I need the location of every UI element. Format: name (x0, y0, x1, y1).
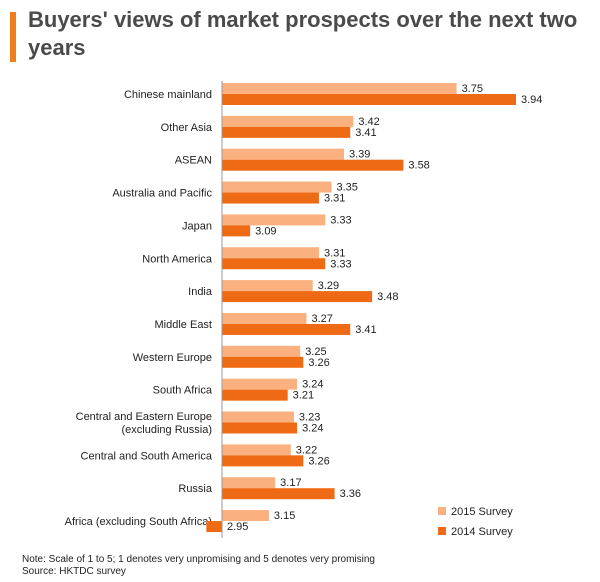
bar-2015 (222, 214, 326, 226)
bar-2014 (222, 291, 373, 303)
title-accent-bar (10, 12, 16, 62)
data-label: 3.24 (302, 423, 323, 435)
chart-title: Buyers' views of market prospects over t… (28, 7, 578, 60)
bar-2014 (222, 389, 288, 401)
bar-2014 (222, 258, 326, 270)
category-label: Africa (excluding South Africa) (65, 516, 212, 528)
data-label: 3.26 (308, 357, 329, 369)
category-label: North America (142, 253, 213, 265)
category-label: Japan (182, 220, 212, 232)
bar-2015 (222, 378, 298, 390)
data-label: 2.95 (227, 521, 248, 533)
bar-2015 (222, 477, 276, 489)
data-label: 3.94 (521, 94, 542, 106)
data-label: 3.21 (293, 390, 314, 402)
data-label: 3.17 (280, 477, 301, 489)
data-label: 3.27 (311, 313, 332, 325)
category-label: Western Europe (133, 352, 212, 364)
bar-2014 (206, 521, 222, 533)
category-label: Middle East (155, 319, 212, 331)
data-label: 3.48 (377, 291, 398, 303)
bar-2015 (222, 510, 269, 522)
bar-2014 (222, 159, 404, 171)
data-label: 3.33 (330, 258, 351, 270)
category-label: Chinese mainland (124, 89, 212, 101)
data-label: 3.23 (299, 412, 320, 424)
bar-2014 (222, 356, 304, 368)
bar-2014 (222, 422, 298, 434)
bar-2014 (222, 488, 335, 500)
bar-2014 (222, 192, 319, 204)
bar-2015 (222, 83, 457, 94)
bar-2014 (222, 126, 351, 138)
data-label: 3.33 (330, 214, 351, 226)
category-label: ASEAN (175, 155, 212, 167)
legend-swatch-2015 (438, 507, 446, 515)
data-label: 3.31 (324, 193, 345, 205)
bar-2015 (222, 411, 294, 423)
data-label: 3.42 (358, 116, 379, 128)
data-label: 3.75 (462, 83, 483, 95)
data-label: 3.41 (355, 324, 376, 336)
category-label: Other Asia (161, 122, 213, 134)
data-label: 3.26 (308, 455, 329, 467)
data-label: 3.39 (349, 149, 370, 161)
data-label: 3.25 (305, 346, 326, 358)
bar-2015 (222, 115, 354, 127)
data-label: 3.31 (324, 247, 345, 259)
data-label: 3.36 (340, 488, 361, 500)
category-label: Central and Eastern Europe (excluding Rus… (76, 411, 212, 436)
data-label: 3.35 (336, 182, 357, 194)
category-label: Australia and Pacific (112, 188, 212, 200)
category-label: Central and South America (81, 450, 213, 462)
data-label: 3.29 (318, 280, 339, 292)
bar-2015 (222, 148, 344, 160)
data-label: 3.41 (355, 127, 376, 139)
bar-2014 (222, 225, 251, 237)
source-text: Source: HKTDC survey (22, 566, 126, 577)
bar-2014 (222, 455, 304, 467)
bar-2015 (222, 247, 319, 259)
legend-swatch-2014 (438, 527, 446, 535)
data-label: 3.15 (274, 510, 295, 522)
note-text: Note: Scale of 1 to 5; 1 denotes very un… (22, 554, 375, 565)
data-label: 3.22 (296, 444, 317, 456)
bar-2014 (222, 94, 516, 105)
bar-2015 (222, 345, 301, 357)
chart-notes: Note: Scale of 1 to 5; 1 denotes very un… (22, 554, 375, 578)
category-label: India (188, 286, 213, 298)
category-label: Russia (178, 483, 213, 495)
bar-2015 (222, 181, 332, 193)
legend-label-2014: 2014 Survey (451, 526, 513, 538)
bar-2015 (222, 444, 291, 456)
bar-2015 (222, 312, 307, 324)
bar-2014 (222, 323, 351, 335)
category-label: South Africa (153, 385, 213, 397)
data-label: 3.24 (302, 379, 323, 391)
legend-label-2015: 2015 Survey (451, 506, 513, 518)
bar-2015 (222, 280, 313, 292)
data-label: 3.58 (408, 160, 429, 172)
data-label: 3.09 (255, 225, 276, 237)
